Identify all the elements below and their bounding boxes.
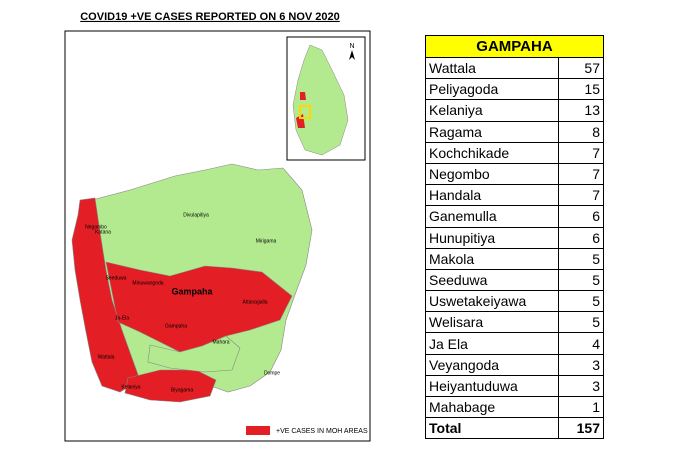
area-label: Attanagalla — [242, 299, 267, 305]
case-count: 3 — [558, 374, 604, 398]
area-label: Gampaha — [165, 323, 187, 329]
case-count: 6 — [558, 205, 604, 228]
area-label: Minuwangoda — [132, 280, 163, 286]
case-count: 6 — [558, 226, 604, 249]
area-name: Total — [425, 417, 559, 440]
area-label: Seeduwa — [106, 275, 127, 281]
table-row: Seeduwa 5 — [425, 268, 604, 292]
case-count: 8 — [558, 120, 604, 143]
case-count: 1 — [558, 395, 604, 419]
area-name: Ja Ela — [425, 332, 559, 355]
table-row: Ganemulla 6 — [425, 205, 604, 228]
case-count: 7 — [558, 162, 604, 186]
area-name: Makola — [425, 247, 559, 270]
table-row: Wattala 57 — [425, 56, 604, 80]
case-count: 13 — [558, 99, 604, 122]
north-arrow — [349, 50, 355, 60]
area-label: Mirigama — [256, 238, 277, 244]
table-title: GAMPAHA — [425, 35, 604, 58]
area-label: Wattala — [98, 354, 115, 360]
table-row: Heiyantuduwa 3 — [425, 374, 604, 398]
table-row: Uswetakeiyawa 5 — [425, 290, 604, 313]
districts — [71, 163, 313, 403]
map: COVID19 +VE CASES REPORTED ON 6 NOV 2020… — [64, 11, 371, 442]
table-row: Hunupitiya 6 — [425, 226, 604, 249]
table-row: Ja Ela 4 — [425, 332, 604, 355]
area-name: Seeduwa — [425, 268, 559, 292]
area-name: Ragama — [425, 120, 559, 143]
cases-table: GAMPAHA Wattala 57 Peliyagoda 15 Kelaniya 13 R… — [425, 35, 604, 440]
case-count: 4 — [558, 332, 604, 355]
area-name: Hunupitiya — [425, 226, 559, 249]
area-name: Wattala — [425, 56, 559, 80]
case-count: 15 — [558, 78, 604, 101]
case-count: 5 — [558, 290, 604, 313]
area-name: Peliyagoda — [425, 78, 559, 101]
area-label: Dompe — [264, 370, 280, 376]
area-name: Ganemulla — [425, 205, 559, 228]
case-count: 5 — [558, 311, 604, 334]
table-row: Kochchikade 7 — [425, 141, 604, 164]
area-name: Kelaniya — [425, 99, 559, 122]
area-name: Welisara — [425, 311, 559, 334]
area-label: Biyagama — [171, 387, 193, 393]
table-row: Peliyagoda 15 — [425, 78, 604, 101]
case-count: 7 — [558, 184, 604, 207]
legend-label: +VE CASES IN MOH AREAS — [276, 428, 368, 435]
inset-highlight — [299, 105, 311, 119]
area-label: Negombo — [85, 224, 107, 230]
green-region — [147, 335, 241, 373]
case-count: 7 — [558, 141, 604, 164]
inset-island — [292, 44, 349, 156]
area-name: Handala — [425, 184, 559, 207]
area-name: Uswetakeiyawa — [425, 290, 559, 313]
red-region — [124, 369, 217, 403]
red-region — [105, 261, 293, 353]
area-name: Mahabage — [425, 395, 559, 419]
table-row: Kelaniya 13 — [425, 99, 604, 122]
table-row: Ragama 8 — [425, 120, 604, 143]
legend-swatch — [246, 426, 270, 435]
area-label: Mahara — [213, 339, 230, 345]
table-row: Handala 7 — [425, 184, 604, 207]
area-name: Veyangoda — [425, 353, 559, 376]
case-count: 5 — [558, 247, 604, 270]
area-label: Ja-Ela — [115, 315, 129, 321]
case-count: 3 — [558, 353, 604, 376]
north-label: N — [349, 43, 354, 50]
table-row: Makola 5 — [425, 247, 604, 270]
inset-red — [300, 92, 306, 100]
table-row: Mahabage 1 — [425, 395, 604, 419]
red-region — [71, 197, 141, 393]
case-count: 157 — [558, 417, 604, 440]
area-name: Kochchikade — [425, 141, 559, 164]
table-row: Veyangoda 3 — [425, 353, 604, 376]
table-row: Total 157 — [425, 417, 604, 440]
area-label: Kelaniya — [121, 384, 140, 390]
map-title: COVID19 +VE CASES REPORTED ON 6 NOV 2020 — [80, 11, 340, 23]
area-label: Gampaha — [171, 286, 213, 296]
area-label: Katana — [95, 229, 111, 235]
area-name: Negombo — [425, 162, 559, 186]
table-row: Negombo 7 — [425, 162, 604, 186]
case-count: 57 — [558, 56, 604, 80]
area-name: Heiyantuduwa — [425, 374, 559, 398]
case-count: 5 — [558, 268, 604, 292]
table-row: Welisara 5 — [425, 311, 604, 334]
area-label: Divulapitiya — [183, 212, 209, 218]
